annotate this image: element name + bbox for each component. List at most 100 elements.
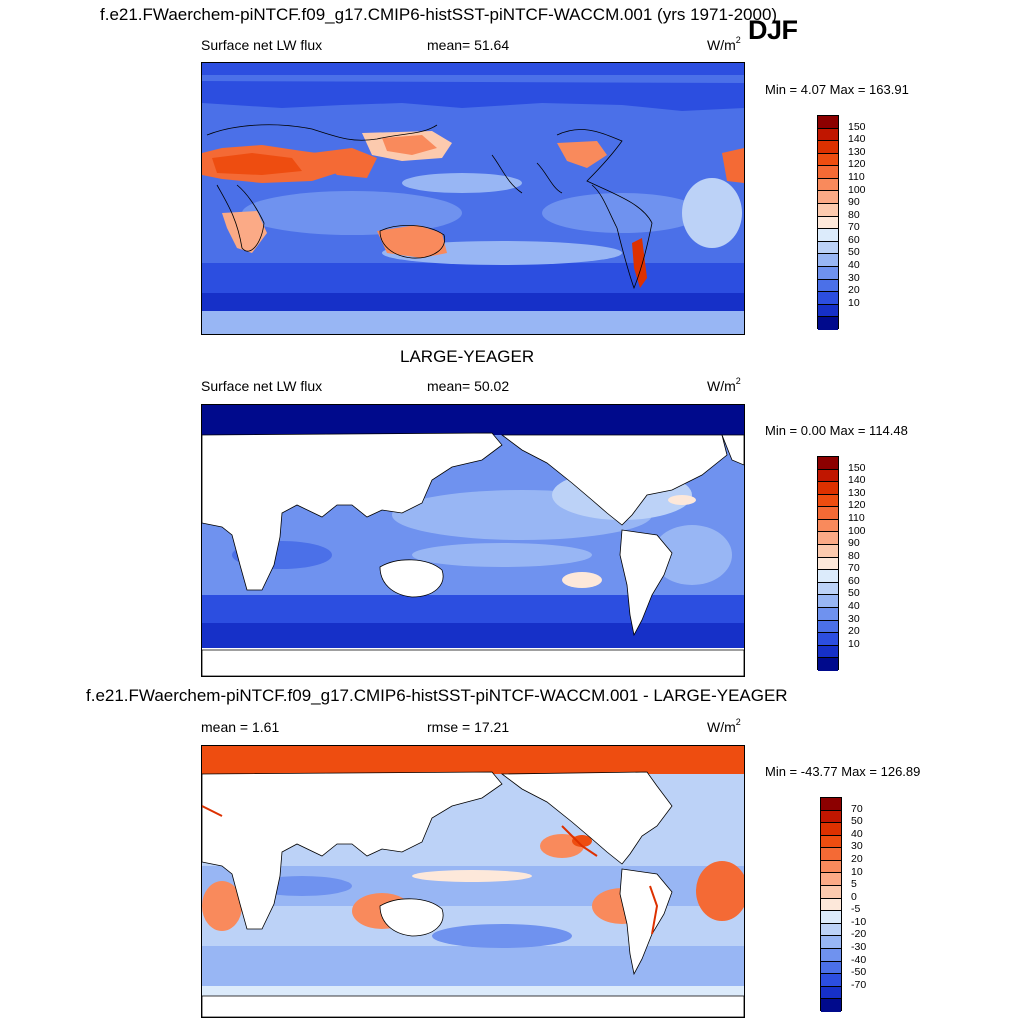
colorbar-segment [818, 254, 838, 267]
colorbar-tick-label: 50 [848, 587, 860, 600]
colorbar-tick-label: 130 [848, 486, 866, 499]
colorbar-tick-label: 120 [848, 499, 866, 512]
colorbar-tick-label: 140 [848, 474, 866, 487]
panel2-colorbar [817, 456, 839, 671]
colorbar-segment [818, 532, 838, 546]
colorbar-tick-label: 10 [848, 637, 860, 650]
panel2-variable-label: Surface net LW flux [201, 378, 323, 394]
colorbar-tick-label: -20 [851, 928, 867, 941]
colorbar-tick-label: 40 [851, 827, 863, 840]
season-label: DJF [748, 15, 798, 45]
colorbar-segment [821, 986, 841, 1000]
colorbar-segment [818, 482, 838, 495]
colorbar-tick-label: -5 [851, 903, 861, 916]
colorbar-segment [818, 229, 838, 242]
panel2-minmax-label: Min = 0.00 Max = 114.48 [765, 423, 908, 438]
colorbar-tick-label: 20 [848, 284, 860, 297]
colorbar-tick-label: 80 [848, 549, 860, 562]
colorbar-segment [818, 494, 838, 508]
colorbar-tick-label: 0 [851, 890, 857, 903]
colorbar-segment [821, 860, 841, 874]
colorbar-tick-label: 40 [848, 259, 860, 272]
colorbar-segment [821, 835, 841, 849]
colorbar-segment [818, 582, 838, 596]
colorbar-tick-label: 110 [848, 511, 865, 524]
colorbar-tick-label: 100 [848, 183, 866, 196]
colorbar-segment [818, 557, 838, 571]
panel1-map [201, 62, 745, 335]
colorbar-segment [818, 292, 838, 305]
colorbar-tick-label: 120 [848, 158, 866, 171]
colorbar-segment [818, 633, 838, 646]
colorbar-segment [818, 166, 838, 179]
colorbar-tick-label: -40 [851, 953, 867, 966]
colorbar-segment [818, 128, 838, 142]
colorbar-tick-label: 50 [851, 815, 863, 828]
colorbar-segment [818, 545, 838, 558]
colorbar-segment [818, 216, 838, 230]
colorbar-tick-label: 80 [848, 208, 860, 221]
colorbar-segment [821, 886, 841, 899]
colorbar-segment [818, 658, 838, 671]
panel3-colorbar [820, 797, 842, 1012]
colorbar-tick-label: 100 [848, 524, 866, 537]
colorbar-segment [818, 304, 838, 318]
panel1-units-label: W/m2 [707, 35, 741, 53]
colorbar-tick-label: 10 [851, 865, 863, 878]
colorbar-segment [818, 241, 838, 255]
colorbar-segment [818, 178, 838, 192]
panel2-units-label: W/m2 [707, 376, 741, 394]
colorbar-segment [818, 595, 838, 608]
panel1-mean-label: mean= 51.64 [427, 37, 510, 53]
colorbar-tick-label: 110 [848, 170, 865, 183]
colorbar-segment [818, 620, 838, 634]
colorbar-tick-label: -30 [851, 941, 867, 954]
colorbar-tick-label: -10 [851, 915, 867, 928]
colorbar-tick-label: 20 [851, 852, 863, 865]
colorbar-tick-label: 30 [848, 612, 860, 625]
colorbar-segment [818, 204, 838, 217]
colorbar-segment [821, 974, 841, 987]
colorbar-segment [818, 457, 838, 470]
colorbar-segment [821, 810, 841, 824]
panel3-title: f.e21.FWaerchem-piNTCF.f09_g17.CMIP6-his… [86, 686, 788, 705]
panel2-title: LARGE-YEAGER [400, 347, 535, 366]
colorbar-segment [818, 191, 838, 205]
colorbar-segment [818, 645, 838, 659]
colorbar-segment [818, 607, 838, 621]
panel3-rmse-label: rmse = 17.21 [427, 719, 510, 735]
colorbar-tick-label: 90 [848, 537, 860, 550]
colorbar-tick-label: 50 [848, 246, 860, 259]
colorbar-segment [818, 570, 838, 583]
panel2-map [201, 404, 745, 677]
colorbar-tick-label: 150 [848, 120, 866, 133]
colorbar-segment [821, 961, 841, 975]
colorbar-segment [818, 519, 838, 533]
panel1-minmax-label: Min = 4.07 Max = 163.91 [765, 82, 909, 97]
colorbar-tick-label: 130 [848, 145, 866, 158]
colorbar-tick-label: 5 [851, 878, 857, 891]
colorbar-segment [818, 116, 838, 129]
colorbar-segment [818, 469, 838, 483]
colorbar-tick-label: -70 [851, 978, 867, 991]
colorbar-tick-label: 70 [848, 562, 860, 575]
colorbar-tick-label: 20 [848, 625, 860, 638]
colorbar-segment [821, 823, 841, 836]
colorbar-tick-label: 60 [848, 233, 860, 246]
colorbar-tick-label: -50 [851, 966, 867, 979]
colorbar-tick-label: 150 [848, 461, 866, 474]
panel1-colorbar [817, 115, 839, 330]
colorbar-tick-label: 30 [851, 840, 863, 853]
panel3-mean-label: mean = 1.61 [201, 719, 280, 735]
panel2-mean-label: mean= 50.02 [427, 378, 510, 394]
panel3-map [201, 745, 745, 1018]
colorbar-segment [821, 923, 841, 937]
colorbar-segment [821, 948, 841, 962]
colorbar-tick-label: 40 [848, 600, 860, 613]
colorbar-segment [821, 911, 841, 924]
colorbar-tick-label: 60 [848, 574, 860, 587]
colorbar-segment [818, 266, 838, 280]
colorbar-segment [818, 141, 838, 154]
colorbar-tick-label: 30 [848, 271, 860, 284]
panel3-units-label: W/m2 [707, 717, 741, 735]
